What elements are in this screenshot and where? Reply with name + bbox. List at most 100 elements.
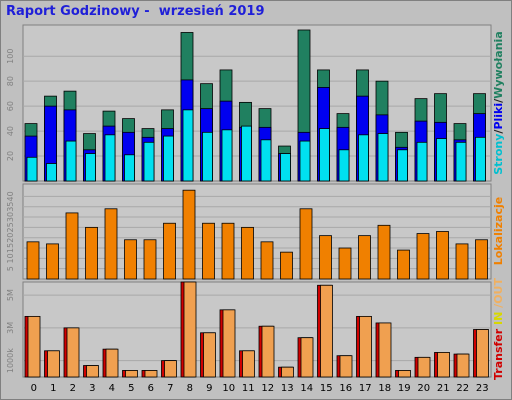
bar-strony-18 — [377, 133, 389, 182]
bar-strony-15 — [319, 128, 330, 182]
x-tick-label: 15 — [320, 383, 333, 394]
bar-transfer-out-19 — [398, 370, 411, 378]
bar-lokalizacje-11 — [241, 226, 254, 280]
bar-transfer-out-3 — [86, 365, 99, 378]
x-tick-label: 13 — [281, 383, 294, 394]
x-tick-label: 12 — [261, 383, 274, 394]
bar-lokalizacje-20 — [416, 233, 430, 280]
bar-transfer-out-9 — [203, 332, 216, 378]
bar-transfer-out-21 — [437, 352, 450, 378]
bar-lokalizacje-21 — [436, 231, 449, 280]
bar-strony-21 — [436, 138, 447, 182]
bar-transfer-out-0 — [27, 315, 41, 378]
bar-strony-16 — [338, 149, 350, 182]
bar-lokalizacje-6 — [143, 239, 157, 280]
bar-lokalizacje-15 — [319, 235, 332, 280]
bar-transfer-out-2 — [66, 327, 80, 378]
bar-transfer-out-23 — [476, 329, 489, 378]
y-tick-label: 100 — [6, 49, 15, 64]
x-tick-label: 3 — [89, 383, 95, 394]
x-tick-label: 5 — [128, 383, 134, 394]
panel-visits — [22, 183, 492, 280]
x-tick-label: 18 — [378, 383, 391, 394]
y-tick-label: 3M — [6, 322, 15, 334]
x-tick-label: 4 — [109, 383, 115, 394]
x-tick-label: 14 — [300, 383, 313, 394]
bar-lokalizacje-23 — [475, 239, 488, 280]
bar-lokalizacje-17 — [358, 235, 371, 280]
y-tick-label: 35 — [6, 202, 15, 212]
bar-strony-3 — [85, 153, 96, 182]
y-tick-label: 80 — [6, 76, 15, 86]
bar-strony-9 — [202, 131, 213, 182]
legend-hits-part: Wywołania — [492, 31, 505, 99]
y-tick-label: 20 — [6, 151, 15, 161]
bar-lokalizacje-14 — [299, 208, 313, 280]
bar-strony-19 — [397, 149, 408, 182]
legend-transfer-part: Transfer — [492, 328, 505, 380]
bar-strony-17 — [358, 134, 369, 182]
y-tick-label: 60 — [6, 101, 15, 111]
bar-transfer-out-14 — [300, 337, 314, 378]
bar-transfer-out-13 — [281, 366, 294, 378]
bar-transfer-out-11 — [242, 350, 255, 378]
bar-lokalizacje-0 — [26, 241, 40, 280]
bar-strony-4 — [104, 134, 116, 182]
panel-hits — [22, 24, 492, 182]
x-tick-label: 20 — [417, 383, 430, 394]
bar-lokalizacje-5 — [124, 239, 137, 280]
bar-strony-2 — [65, 140, 77, 182]
y-tick-label: 25 — [6, 222, 15, 232]
bar-lokalizacje-4 — [104, 208, 118, 280]
bar-transfer-out-7 — [164, 360, 177, 378]
legends: Strony/Pliki/WywołaniaLokalizacjeTransfe… — [492, 31, 505, 380]
bar-transfer-out-15 — [320, 284, 333, 378]
bar-lokalizacje-18 — [377, 224, 391, 280]
bar-strony-12 — [260, 139, 272, 182]
x-axis-labels: 0 1 2 3 4 5 6 7 8 9 10 11 12 13 14 15 16 17 18 19 20 21 22 23 — [31, 383, 489, 394]
bar-strony-7 — [163, 135, 174, 182]
bar-strony-23 — [475, 136, 486, 182]
legend-hits: Strony/Pliki/Wywołania — [492, 31, 505, 175]
y-tick-label: 20 — [6, 233, 15, 243]
bar-strony-13 — [280, 153, 291, 182]
y-tick-label: 5M — [6, 289, 15, 301]
legend-visits: Lokalizacje — [492, 197, 505, 265]
x-tick-label: 19 — [398, 383, 411, 394]
x-tick-label: 9 — [206, 383, 212, 394]
bar-strony-22 — [455, 141, 467, 182]
x-tick-label: 6 — [148, 383, 154, 394]
bar-lokalizacje-8 — [182, 189, 196, 280]
x-tick-label: 21 — [437, 383, 450, 394]
legend-transfer: Transfer IN /OUT — [492, 278, 505, 381]
bar-lokalizacje-12 — [260, 241, 274, 280]
bar-lokalizacje-19 — [397, 249, 410, 280]
chart-bars — [24, 29, 489, 378]
legend-hits-part: / — [492, 98, 505, 103]
x-tick-label: 23 — [476, 383, 489, 394]
bar-transfer-out-17 — [359, 315, 372, 378]
bar-strony-1 — [46, 163, 57, 182]
y-tick-label: 40 — [6, 191, 15, 201]
legend-hits-part: Strony — [492, 134, 505, 175]
bar-transfer-out-22 — [456, 353, 470, 378]
x-tick-label: 10 — [222, 383, 235, 394]
bar-transfer-out-10 — [222, 309, 236, 378]
x-tick-label: 7 — [167, 383, 173, 394]
bar-strony-8 — [182, 109, 194, 182]
bar-transfer-out-6 — [144, 370, 158, 378]
bar-strony-0 — [26, 156, 38, 182]
x-tick-label: 2 — [70, 383, 76, 394]
y-tick-label: 10 — [6, 253, 15, 263]
x-tick-label: 8 — [187, 383, 193, 394]
bar-lokalizacje-2 — [65, 212, 79, 280]
bar-transfer-out-5 — [125, 370, 138, 378]
bar-transfer-out-8 — [183, 281, 197, 378]
panel-transfer — [22, 281, 492, 378]
y-tick-label: 30 — [6, 212, 15, 222]
y-tick-label: 1000k — [6, 348, 15, 373]
x-tick-label: 22 — [456, 383, 469, 394]
bar-transfer-out-12 — [261, 325, 275, 378]
